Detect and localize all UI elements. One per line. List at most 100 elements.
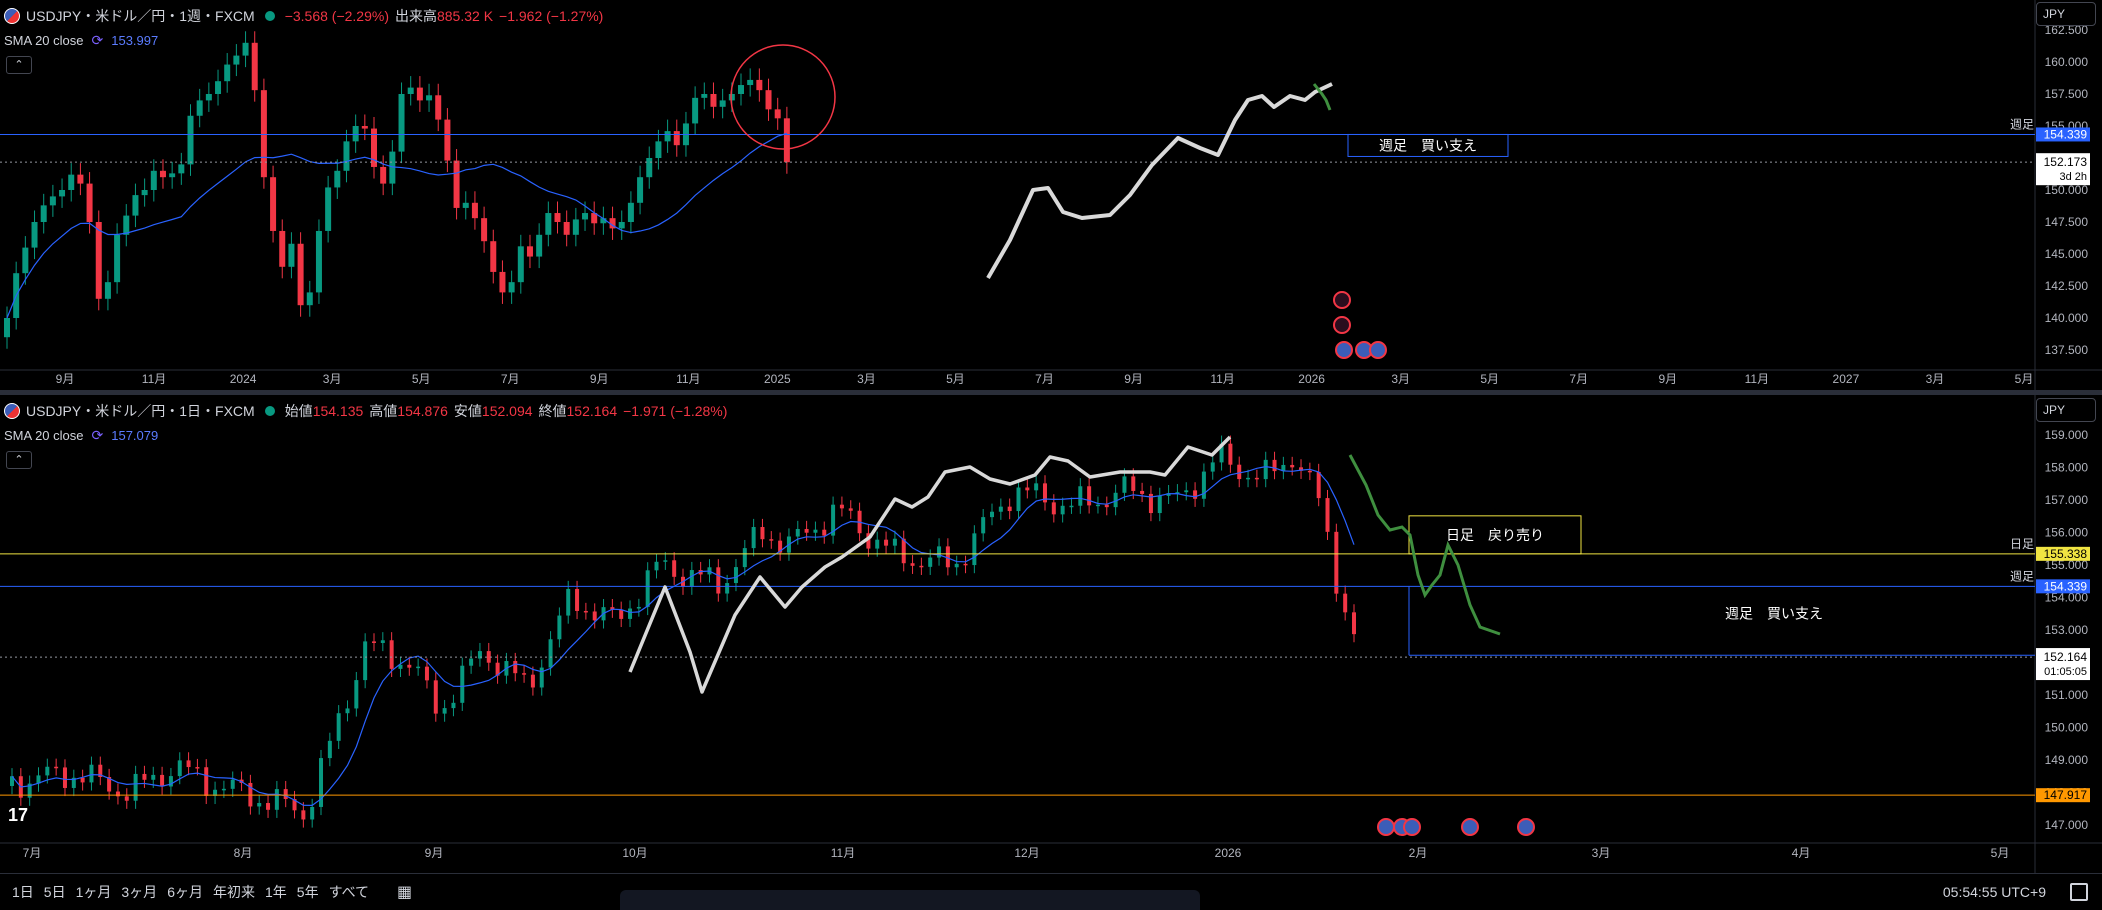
daily-candle-body	[1122, 476, 1127, 493]
weekly-candle-body	[31, 222, 38, 248]
daily-candle-body	[1210, 462, 1215, 472]
daily-candle-body	[433, 680, 438, 714]
weekly-candle-body	[471, 202, 478, 219]
weekly-last-price: 152.173	[2044, 155, 2088, 169]
weekly-candle-body	[251, 42, 258, 91]
daily-candle-body	[416, 666, 421, 669]
timeframe-3m[interactable]: 3ヶ月	[121, 884, 158, 900]
daily-candle-body	[1034, 483, 1039, 491]
drawing-toolbar[interactable]	[620, 890, 1200, 910]
daily-collapse-button[interactable]: ⌃	[6, 451, 32, 469]
weekly-candle-body	[352, 126, 359, 142]
weekly-chart-canvas[interactable]: 162.500160.000157.500155.000152.500150.0…	[0, 0, 2102, 390]
daily-chart-canvas[interactable]: 159.000 158.000 157.000 156.000 155.000 154.0…	[0, 395, 2102, 873]
weekly-candle-body	[710, 94, 717, 107]
daily-candle-body	[945, 546, 950, 568]
daily-chart-pane[interactable]: 159.000 158.000 157.000 156.000 155.000 154.0…	[0, 395, 2102, 873]
daily-price-tick: 147.000	[2045, 818, 2089, 832]
weekly-candle-body	[655, 141, 662, 158]
tradingview-logo[interactable]: 17	[8, 805, 29, 825]
open-value: 154.135	[312, 403, 364, 419]
daily-candle-body	[221, 788, 226, 791]
close-label: 終値	[538, 403, 567, 419]
timeframe-1m[interactable]: 1ヶ月	[75, 884, 112, 900]
weekly-change: −3.568 (−2.29%)	[284, 8, 389, 24]
weekly-candle-body	[68, 174, 75, 190]
weekly-time-tick: 11月	[1745, 372, 1769, 386]
timeframe-6m[interactable]: 6ヶ月	[167, 884, 203, 900]
daily-candle-body	[1228, 443, 1233, 465]
daily-time-tick: 10月	[622, 846, 647, 860]
weekly-candle-body	[159, 170, 166, 178]
close-value: 152.164	[566, 403, 618, 419]
daily-price-tick: 158.000	[2045, 460, 2089, 474]
daily-currency-label: JPY	[2043, 403, 2066, 417]
weekly-chart-pane[interactable]: 162.500160.000157.500155.000152.500150.0…	[0, 0, 2102, 390]
timeframe-5y[interactable]: 5年	[296, 884, 319, 900]
timeframe-5d[interactable]: 5日	[43, 884, 66, 900]
weekly-drawn-green-line	[1312, 83, 1332, 111]
daily-sma-legend[interactable]: SMA 20 close ⟳ 157.079	[4, 427, 158, 444]
weekly-price-tick: 147.500	[2045, 215, 2089, 229]
daily-candle-body	[998, 506, 1003, 512]
daily-price-tick: 157.000	[2045, 493, 2089, 507]
daily-candle-body	[1272, 459, 1277, 472]
daily-candle-body	[1042, 483, 1047, 503]
daily-candle-body	[919, 565, 924, 568]
daily-candle-body	[1069, 505, 1074, 508]
timeframe-ytd[interactable]: 年初来	[212, 884, 255, 900]
fullscreen-icon[interactable]	[2070, 883, 2088, 901]
market-status-icon	[264, 11, 275, 21]
low-value: 152.094	[481, 403, 533, 419]
daily-candle-body	[698, 570, 703, 575]
daily-candle-body	[1166, 493, 1171, 496]
daily-time-tick: 9月	[425, 846, 444, 860]
weekly-time-tick: 11月	[142, 372, 166, 386]
timeframe-1d[interactable]: 1日	[12, 884, 34, 900]
daily-orange-price: 147.917	[2044, 788, 2088, 802]
weekly-candle-body	[728, 94, 735, 101]
weekly-candle-body	[526, 246, 533, 257]
weekly-candle-body	[104, 282, 111, 299]
utc-clock[interactable]: 05:54:55 UTC+9	[1942, 884, 2046, 900]
weekly-time-tick: 5月	[946, 372, 965, 386]
daily-candle-body	[1237, 464, 1242, 480]
daily-drawn-zigzag	[628, 435, 1232, 694]
daily-candle-body	[407, 664, 412, 668]
daily-candle-body	[442, 708, 447, 714]
weekly-price-tick: 162.500	[2045, 23, 2089, 37]
daily-candle-body	[522, 673, 527, 675]
daily-change: −1.971 (−1.28%)	[623, 403, 728, 419]
weekly-countdown: 3d 2h	[2059, 171, 2087, 183]
daily-currency-button[interactable]: JPY	[2036, 398, 2096, 422]
weekly-time-tick: 5月	[2015, 372, 2034, 386]
weekly-currency-button[interactable]: JPY	[2036, 2, 2096, 26]
daily-symbol[interactable]: USDJPY・米ドル／円・1日・FXCM	[26, 403, 255, 419]
weekly-candle-body	[4, 318, 10, 338]
weekly-candle-body	[297, 243, 304, 306]
weekly-symbol[interactable]: USDJPY・米ドル／円・1週・FXCM	[26, 8, 255, 24]
weekly-candle-body	[517, 246, 524, 283]
timeframe-1y[interactable]: 1年	[264, 884, 287, 900]
daily-price-tick: 155.000	[2045, 558, 2089, 572]
pane-divider[interactable]	[0, 390, 2102, 395]
weekly-sma-legend[interactable]: SMA 20 close ⟳ 153.997	[4, 32, 158, 49]
weekly-candle-body	[490, 241, 497, 272]
high-label: 高値	[369, 403, 398, 419]
daily-candle-body	[168, 776, 173, 787]
daily-hline-price-tag	[2036, 546, 2090, 561]
daily-candle-body	[769, 539, 774, 541]
weekly-candle-body	[40, 205, 47, 222]
weekly-collapse-button[interactable]: ⌃	[6, 56, 32, 74]
daily-candle-body	[98, 764, 103, 777]
weekly-candle-body	[86, 183, 93, 222]
daily-candle-body	[742, 548, 747, 568]
daily-candle-body	[107, 776, 112, 792]
date-range-icon[interactable]: ▦	[397, 884, 413, 901]
daily-candle-body	[80, 777, 85, 783]
loading-icon: ⟳	[91, 427, 104, 443]
daily-time-tick: 12月	[1014, 846, 1039, 860]
daily-candle-body	[672, 560, 677, 577]
timeframe-all[interactable]: すべて	[328, 884, 370, 900]
daily-candle-body	[354, 680, 359, 709]
